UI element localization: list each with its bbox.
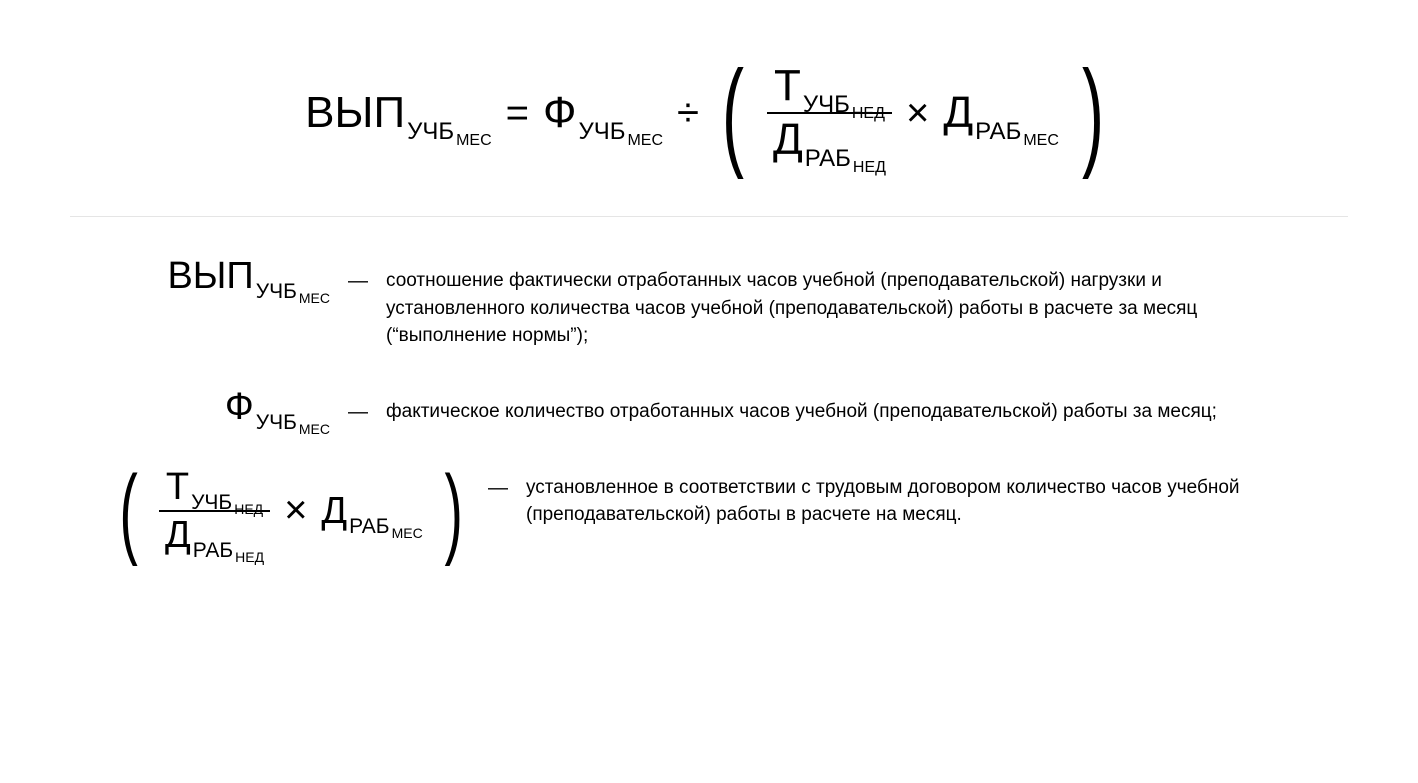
paren-term: Д РАБ МЕС — [943, 91, 1059, 135]
paren-open: ( — [722, 65, 744, 161]
lhs-term: ВЫП УЧБ МЕС — [305, 91, 492, 135]
main-formula: ВЫП УЧБ МЕС = Ф УЧБ МЕС ÷ ( Т УЧБ НЕД Д … — [70, 60, 1348, 166]
legend-symbol-1: ВЫП УЧБ МЕС — [70, 257, 330, 295]
rhs-term-1: Ф УЧБ МЕС — [543, 91, 663, 135]
equals-op: = — [506, 91, 529, 136]
divide-op: ÷ — [677, 91, 699, 136]
paren-close: ) — [1082, 65, 1104, 161]
legend-symbol-2: Ф УЧБ МЕС — [70, 388, 330, 426]
legend-dash: — — [488, 464, 508, 498]
legend-dash: — — [348, 257, 368, 291]
legend: ВЫП УЧБ МЕС — соотношение фактически отр… — [70, 257, 1348, 558]
paren-group: ( Т УЧБ НЕД Д РАБ НЕД × Д РАБ МЕС ) — [713, 60, 1113, 166]
legend-desc-3: установленное в соответствии с трудовым … — [526, 464, 1348, 529]
legend-row-2: Ф УЧБ МЕС — фактическое количество отраб… — [70, 388, 1348, 426]
legend-desc-2: фактическое количество отработанных часо… — [386, 388, 1217, 426]
legend-dash: — — [348, 388, 368, 422]
legend-desc-1: соотношение фактически отработанных часо… — [386, 257, 1266, 350]
fraction-numerator: Т УЧБ НЕД — [768, 60, 891, 112]
section-divider — [70, 216, 1348, 217]
legend-row-1: ВЫП УЧБ МЕС — соотношение фактически отр… — [70, 257, 1348, 350]
multiply-op: × — [906, 91, 929, 136]
legend-row-3: ( Т УЧБ НЕД Д РАБ НЕД × Д — [70, 464, 1348, 558]
fraction: Т УЧБ НЕД Д РАБ НЕД — [767, 60, 892, 166]
legend-symbol-3: ( Т УЧБ НЕД Д РАБ НЕД × Д — [70, 464, 470, 558]
